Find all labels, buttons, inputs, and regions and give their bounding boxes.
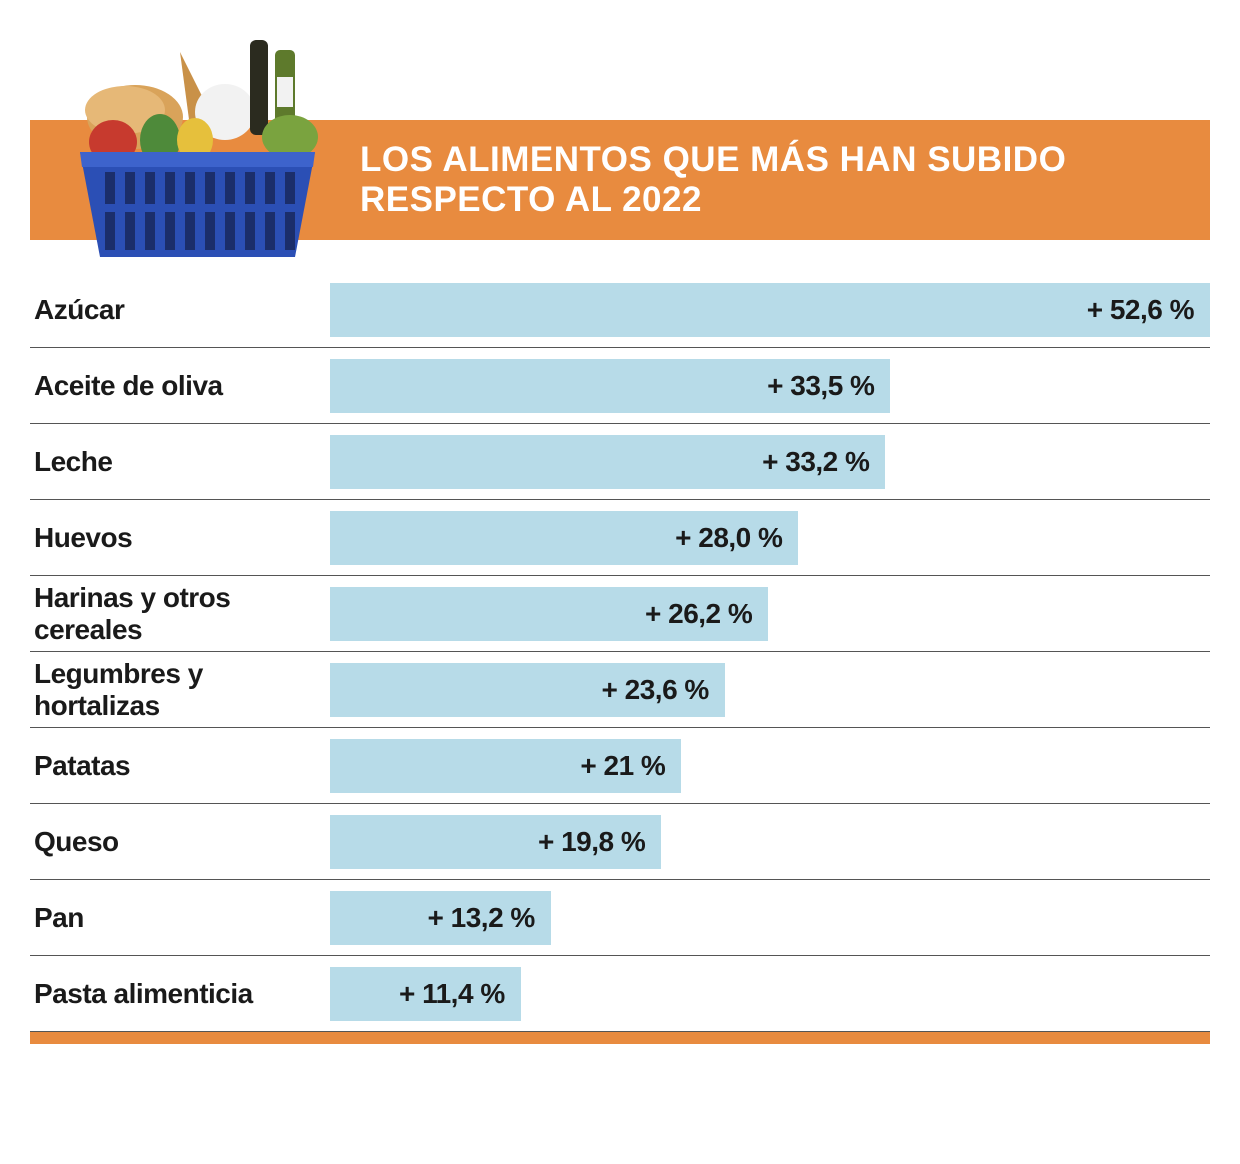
item-value: + 23,6 % [602, 674, 709, 706]
table-row: Aceite de oliva + 33,5 % [30, 348, 1210, 424]
infographic-container: LOS ALIMENTOS QUE MÁS HAN SUBIDO RESPECT… [0, 0, 1240, 1074]
item-label: Pasta alimenticia [34, 978, 330, 1010]
table-row: Patatas + 21 % [30, 728, 1210, 804]
item-value: + 26,2 % [645, 598, 752, 630]
bar: + 26,2 % [330, 587, 768, 641]
item-label: Harinas y otros cereales [34, 582, 330, 646]
bar: + 28,0 % [330, 511, 798, 565]
chart-title: LOS ALIMENTOS QUE MÁS HAN SUBIDO RESPECT… [360, 140, 1190, 221]
table-row: Huevos + 28,0 % [30, 500, 1210, 576]
item-label: Legumbres y hortalizas [34, 658, 330, 722]
item-label: Huevos [34, 522, 330, 554]
bar: + 33,5 % [330, 359, 890, 413]
bar-chart: Azúcar + 52,6 % Aceite de oliva + 33,5 % Lec… [30, 272, 1210, 1032]
item-value: + 11,4 % [399, 978, 505, 1010]
bar: + 23,6 % [330, 663, 725, 717]
bar: + 52,6 % [330, 283, 1210, 337]
footer-band [30, 1032, 1210, 1044]
table-row: Leche + 33,2 % [30, 424, 1210, 500]
item-value: + 33,2 % [762, 446, 869, 478]
bar: + 19,8 % [330, 815, 661, 869]
bar: + 13,2 % [330, 891, 551, 945]
item-value: + 21 % [580, 750, 665, 782]
table-row: Pan + 13,2 % [30, 880, 1210, 956]
table-row: Legumbres y hortalizas + 23,6 % [30, 652, 1210, 728]
bar: + 21 % [330, 739, 681, 793]
item-value: + 13,2 % [428, 902, 535, 934]
item-label: Pan [34, 902, 330, 934]
item-label: Aceite de oliva [34, 370, 330, 402]
table-row: Harinas y otros cereales + 26,2 % [30, 576, 1210, 652]
table-row: Azúcar + 52,6 % [30, 272, 1210, 348]
table-row: Queso + 19,8 % [30, 804, 1210, 880]
item-value: + 52,6 % [1087, 294, 1194, 326]
item-label: Queso [34, 826, 330, 858]
table-row: Pasta alimenticia + 11,4 % [30, 956, 1210, 1032]
item-value: + 19,8 % [538, 826, 645, 858]
item-value: + 28,0 % [675, 522, 782, 554]
item-label: Azúcar [34, 294, 330, 326]
grocery-basket-icon [65, 22, 330, 267]
bar: + 11,4 % [330, 967, 521, 1021]
item-label: Patatas [34, 750, 330, 782]
item-value: + 33,5 % [767, 370, 874, 402]
item-label: Leche [34, 446, 330, 478]
bar: + 33,2 % [330, 435, 885, 489]
